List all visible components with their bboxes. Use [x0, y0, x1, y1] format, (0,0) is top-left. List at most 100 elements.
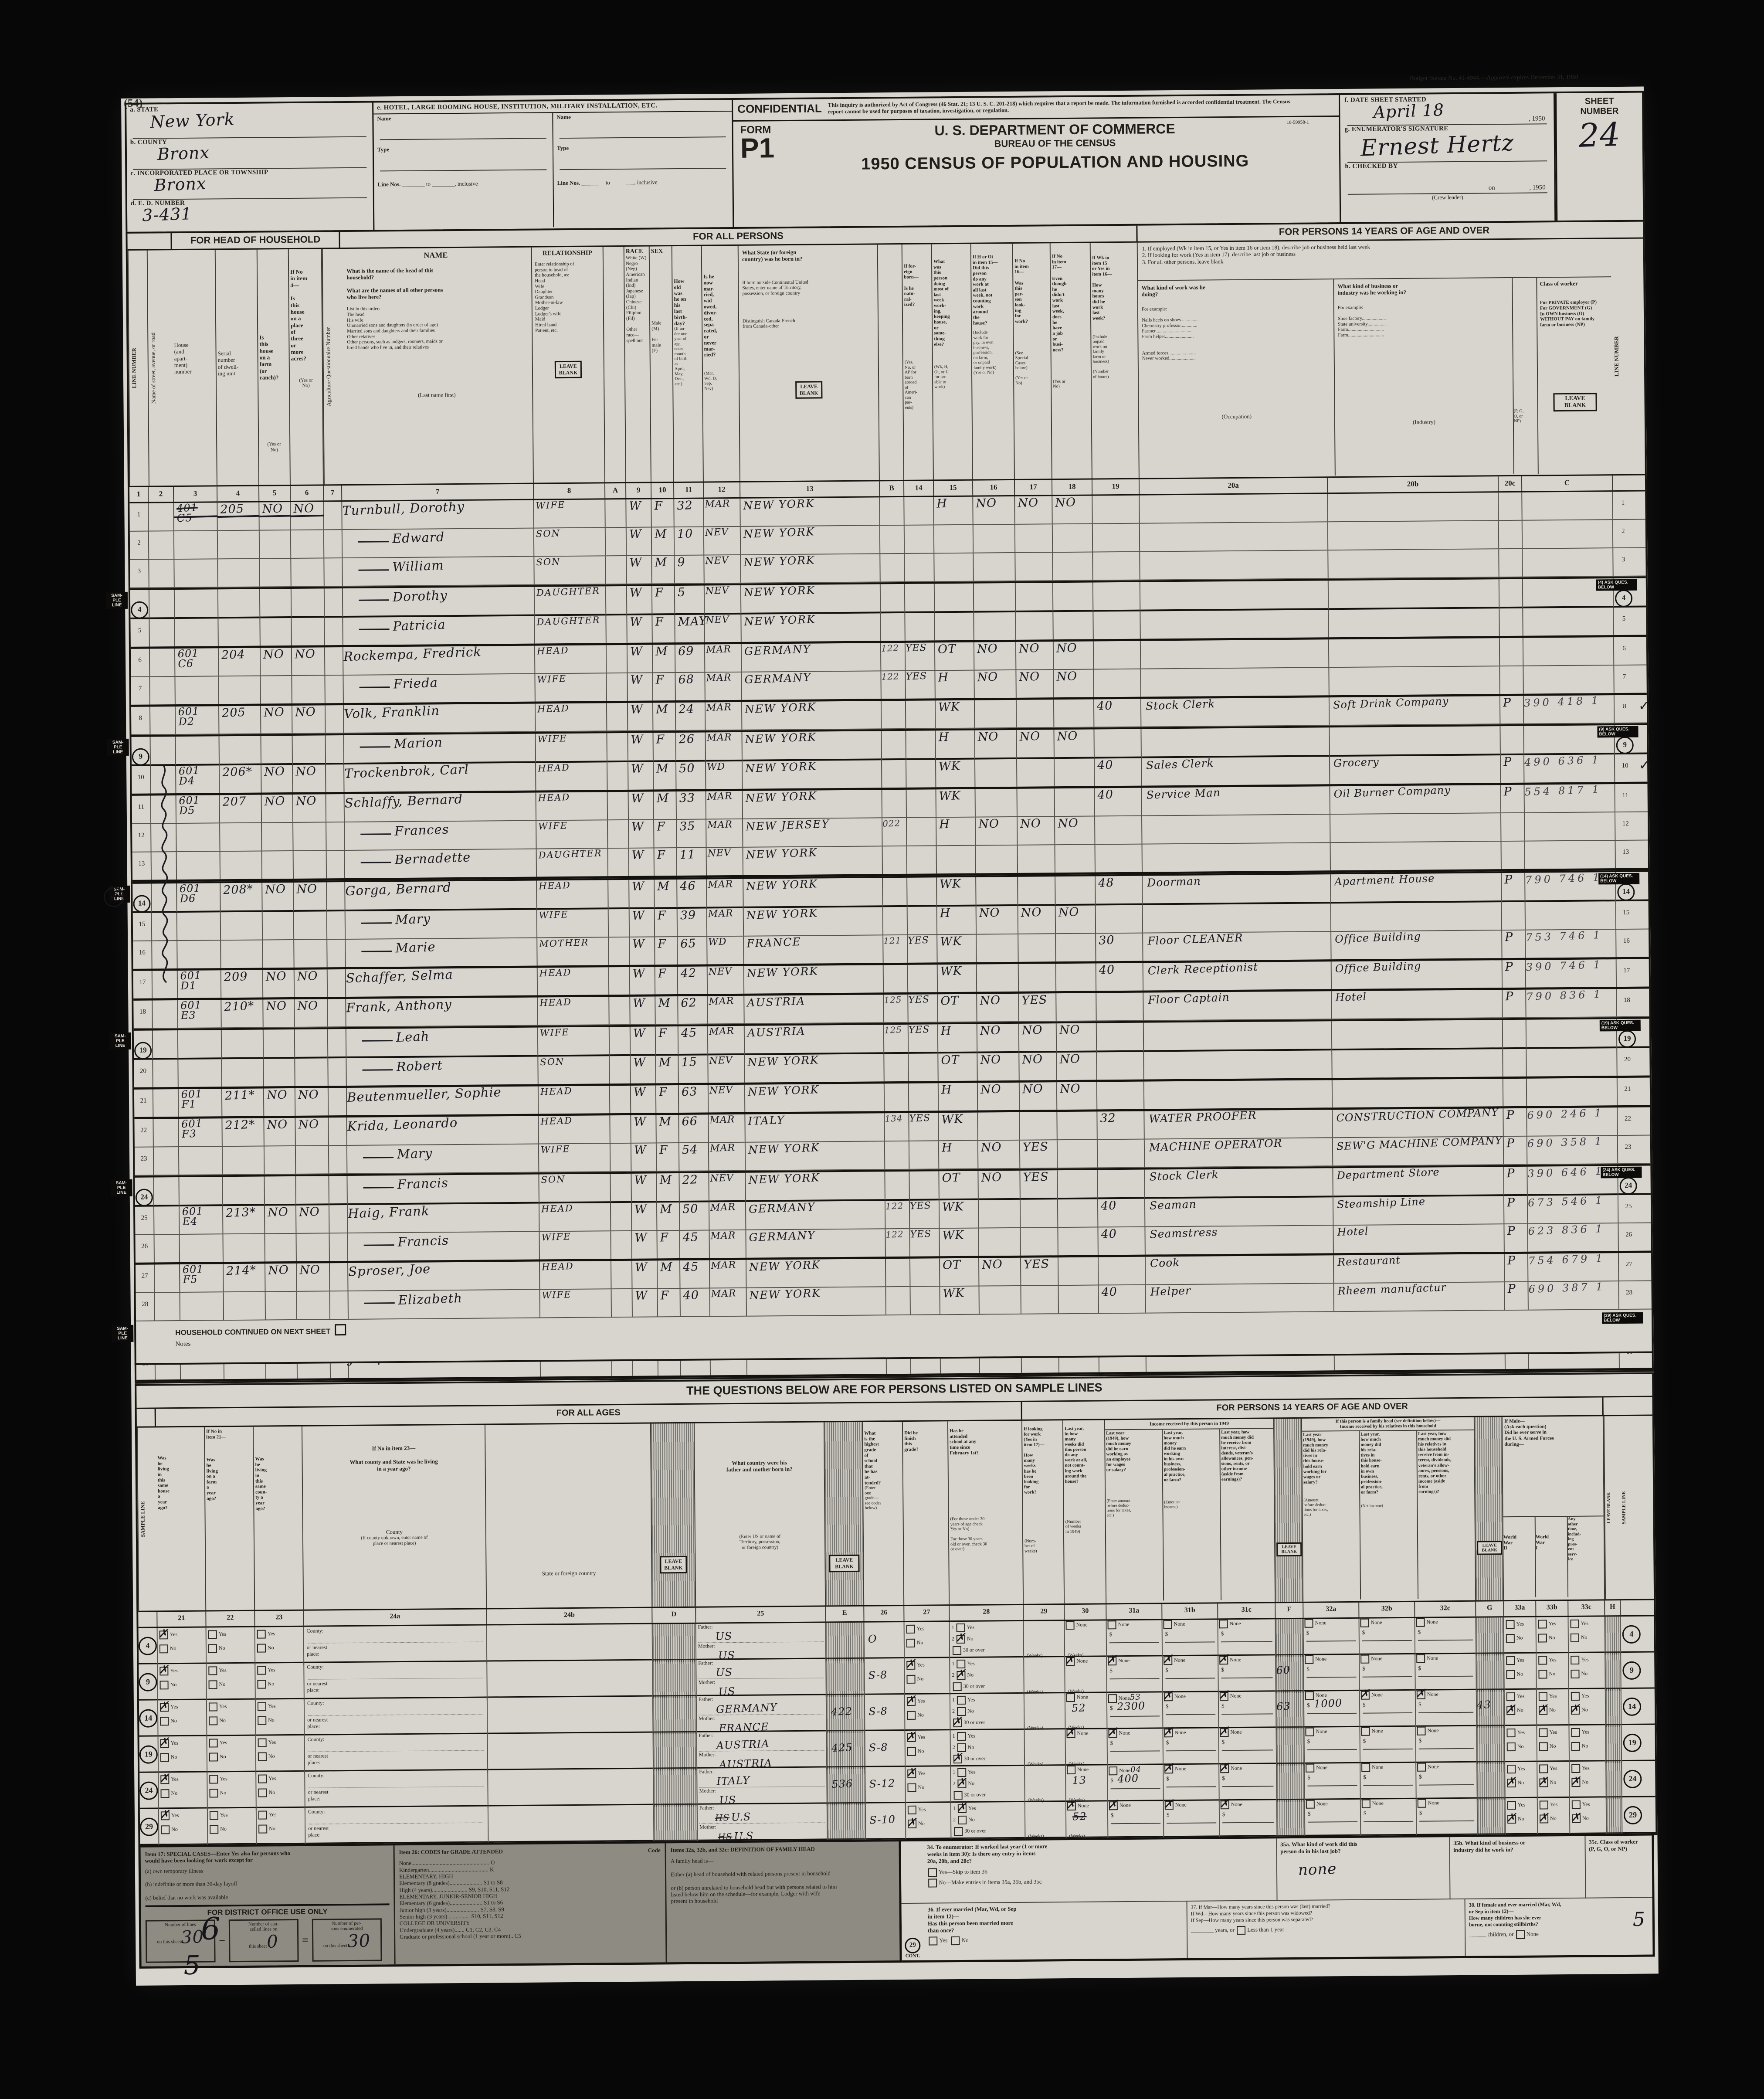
line-number-right: (7) ASK QUES. BELOW 7 7	[1622, 673, 1626, 680]
sG-cell	[1477, 1762, 1506, 1800]
line-number-right: (13) ASK QUES. BELOW 13 13	[1622, 848, 1629, 856]
acres-cell	[293, 822, 327, 850]
hours-cell	[1096, 992, 1144, 1021]
colC-cell	[1525, 901, 1617, 930]
relationship-cell: WIFE	[534, 499, 606, 528]
marital-cell: MAR	[709, 1202, 746, 1230]
s33c-cell: Yes No	[1569, 1689, 1606, 1728]
agri-cell	[325, 705, 344, 733]
line-number-left: SAM- PLE LINE 14 14	[108, 883, 152, 913]
s22-cell: Yes No	[206, 1627, 256, 1666]
naturalized-cell	[909, 1171, 940, 1200]
industry-cell: Rheem manufactur	[1334, 1281, 1505, 1311]
s26-cell: S-8	[865, 1730, 906, 1769]
occupation-cell: Floor CLEANER	[1143, 931, 1332, 961]
relationship-cell: WIFE	[536, 820, 608, 849]
year-suffix-2: , 1950	[1529, 184, 1546, 191]
naturalized-cell: YES	[906, 671, 936, 699]
agri-cell	[329, 1175, 348, 1205]
sD-cell	[654, 1804, 698, 1843]
line-number-left: SAM- PLE LINE 1 1	[129, 503, 149, 531]
relationship-cell: SON	[534, 556, 606, 584]
leave-blank-a: LEAVE BLANK	[554, 361, 582, 379]
acres-cell	[295, 1029, 329, 1058]
house-cell	[175, 618, 219, 647]
sample-line-num: 19	[139, 1736, 159, 1775]
class-cell	[1500, 726, 1524, 755]
agri-cell	[324, 502, 343, 530]
farm-cell	[262, 822, 294, 851]
agri-cell	[330, 1263, 349, 1291]
line-number-left: SAM- PLE LINE 12 12	[132, 824, 152, 852]
s32b-cell: None $	[1360, 1763, 1417, 1801]
district-persons-value: 30	[347, 1931, 371, 1952]
age-cell: 5	[675, 585, 705, 615]
col15-cell: OT	[940, 1258, 980, 1286]
line-number-left: SAM- PLE LINE 25 25	[135, 1206, 155, 1234]
col18-cell: NO	[1055, 905, 1096, 934]
s32c-cell: None $	[1415, 1690, 1477, 1729]
street-cell	[153, 1000, 178, 1028]
industry-cell	[1329, 638, 1500, 667]
marital-cell: NEV	[706, 847, 744, 876]
occupation-cell	[1140, 581, 1329, 611]
line-number-right: (12) ASK QUES. BELOW 12 12	[1622, 820, 1629, 827]
col16-cell	[974, 583, 1016, 612]
acres-cell	[294, 940, 328, 968]
col15-cell: H	[936, 730, 975, 760]
colA-cell	[605, 499, 627, 527]
agri-cell	[328, 999, 346, 1027]
relationship-cell: HEAD	[539, 1261, 612, 1289]
house-cell: 601 F3	[179, 1117, 223, 1147]
industry-cell: Hotel	[1332, 990, 1503, 1019]
s21-cell: Yes No	[159, 1772, 208, 1811]
s23-cell: Yes No	[255, 1663, 305, 1702]
marital-cell: NEV	[708, 1055, 745, 1083]
items-34-38: 29 CONT. 34. To enumerator: If worked las…	[901, 1833, 1655, 1963]
sample-line-num: 29	[139, 1809, 159, 1847]
age-cell: 68	[675, 672, 706, 701]
sH-cell	[1606, 1725, 1622, 1763]
hours-cell	[1096, 1022, 1144, 1052]
scol-D: LEAVE BLANK	[651, 1423, 696, 1607]
name-cell: Mary	[347, 1144, 539, 1173]
col17-cell: NO	[1015, 496, 1053, 524]
farm-cell: NO	[259, 502, 291, 530]
naturalized-cell	[905, 613, 935, 641]
s25-cell: Father: AUSTRIA Mother: AUSTRIA	[697, 1731, 828, 1771]
farm-cell	[262, 911, 295, 940]
col17-cell: NO	[1019, 1023, 1057, 1053]
colB-cell: 134	[885, 1113, 909, 1141]
house-cell	[176, 852, 221, 880]
col18-cell	[1053, 582, 1094, 612]
colA-cell	[609, 967, 631, 995]
naturalized-cell	[908, 965, 938, 992]
age-cell: 45	[678, 1026, 709, 1056]
marital-cell: MAR	[709, 1230, 746, 1258]
sex-cell: M	[652, 645, 676, 672]
relationship-cell: DAUGHTER	[535, 615, 607, 644]
s31a-cell: None $	[1108, 1801, 1164, 1840]
s24b-cell	[487, 1660, 653, 1700]
sex-cell: M	[654, 791, 677, 819]
col17-cell	[1015, 583, 1054, 612]
acres-cell	[291, 558, 325, 586]
colB-cell	[882, 730, 906, 760]
agri-cell	[324, 530, 343, 558]
colB-cell	[880, 525, 905, 554]
sex-cell: M	[651, 527, 675, 555]
industry-cell	[1330, 726, 1501, 757]
sG-cell	[1477, 1726, 1506, 1764]
race-cell: W	[631, 1173, 657, 1202]
sex-cell: F	[653, 733, 676, 762]
col-A	[603, 246, 626, 482]
main-table: FOR HEAD OF HOUSEHOLD FOR ALL PERSONS FO…	[104, 220, 1654, 1384]
naturalized-cell	[909, 1141, 940, 1169]
sE-cell	[826, 1658, 865, 1697]
col16-cell: NO	[978, 1140, 1021, 1168]
ed-value: 3-431	[142, 204, 193, 225]
col-born: What State (or foreign country) was he b…	[738, 245, 880, 481]
enumerator-signature: Ernest Hertz	[1360, 129, 1515, 162]
col18-cell: NO	[1054, 729, 1095, 759]
s33c-cell: Yes No	[1569, 1653, 1606, 1691]
